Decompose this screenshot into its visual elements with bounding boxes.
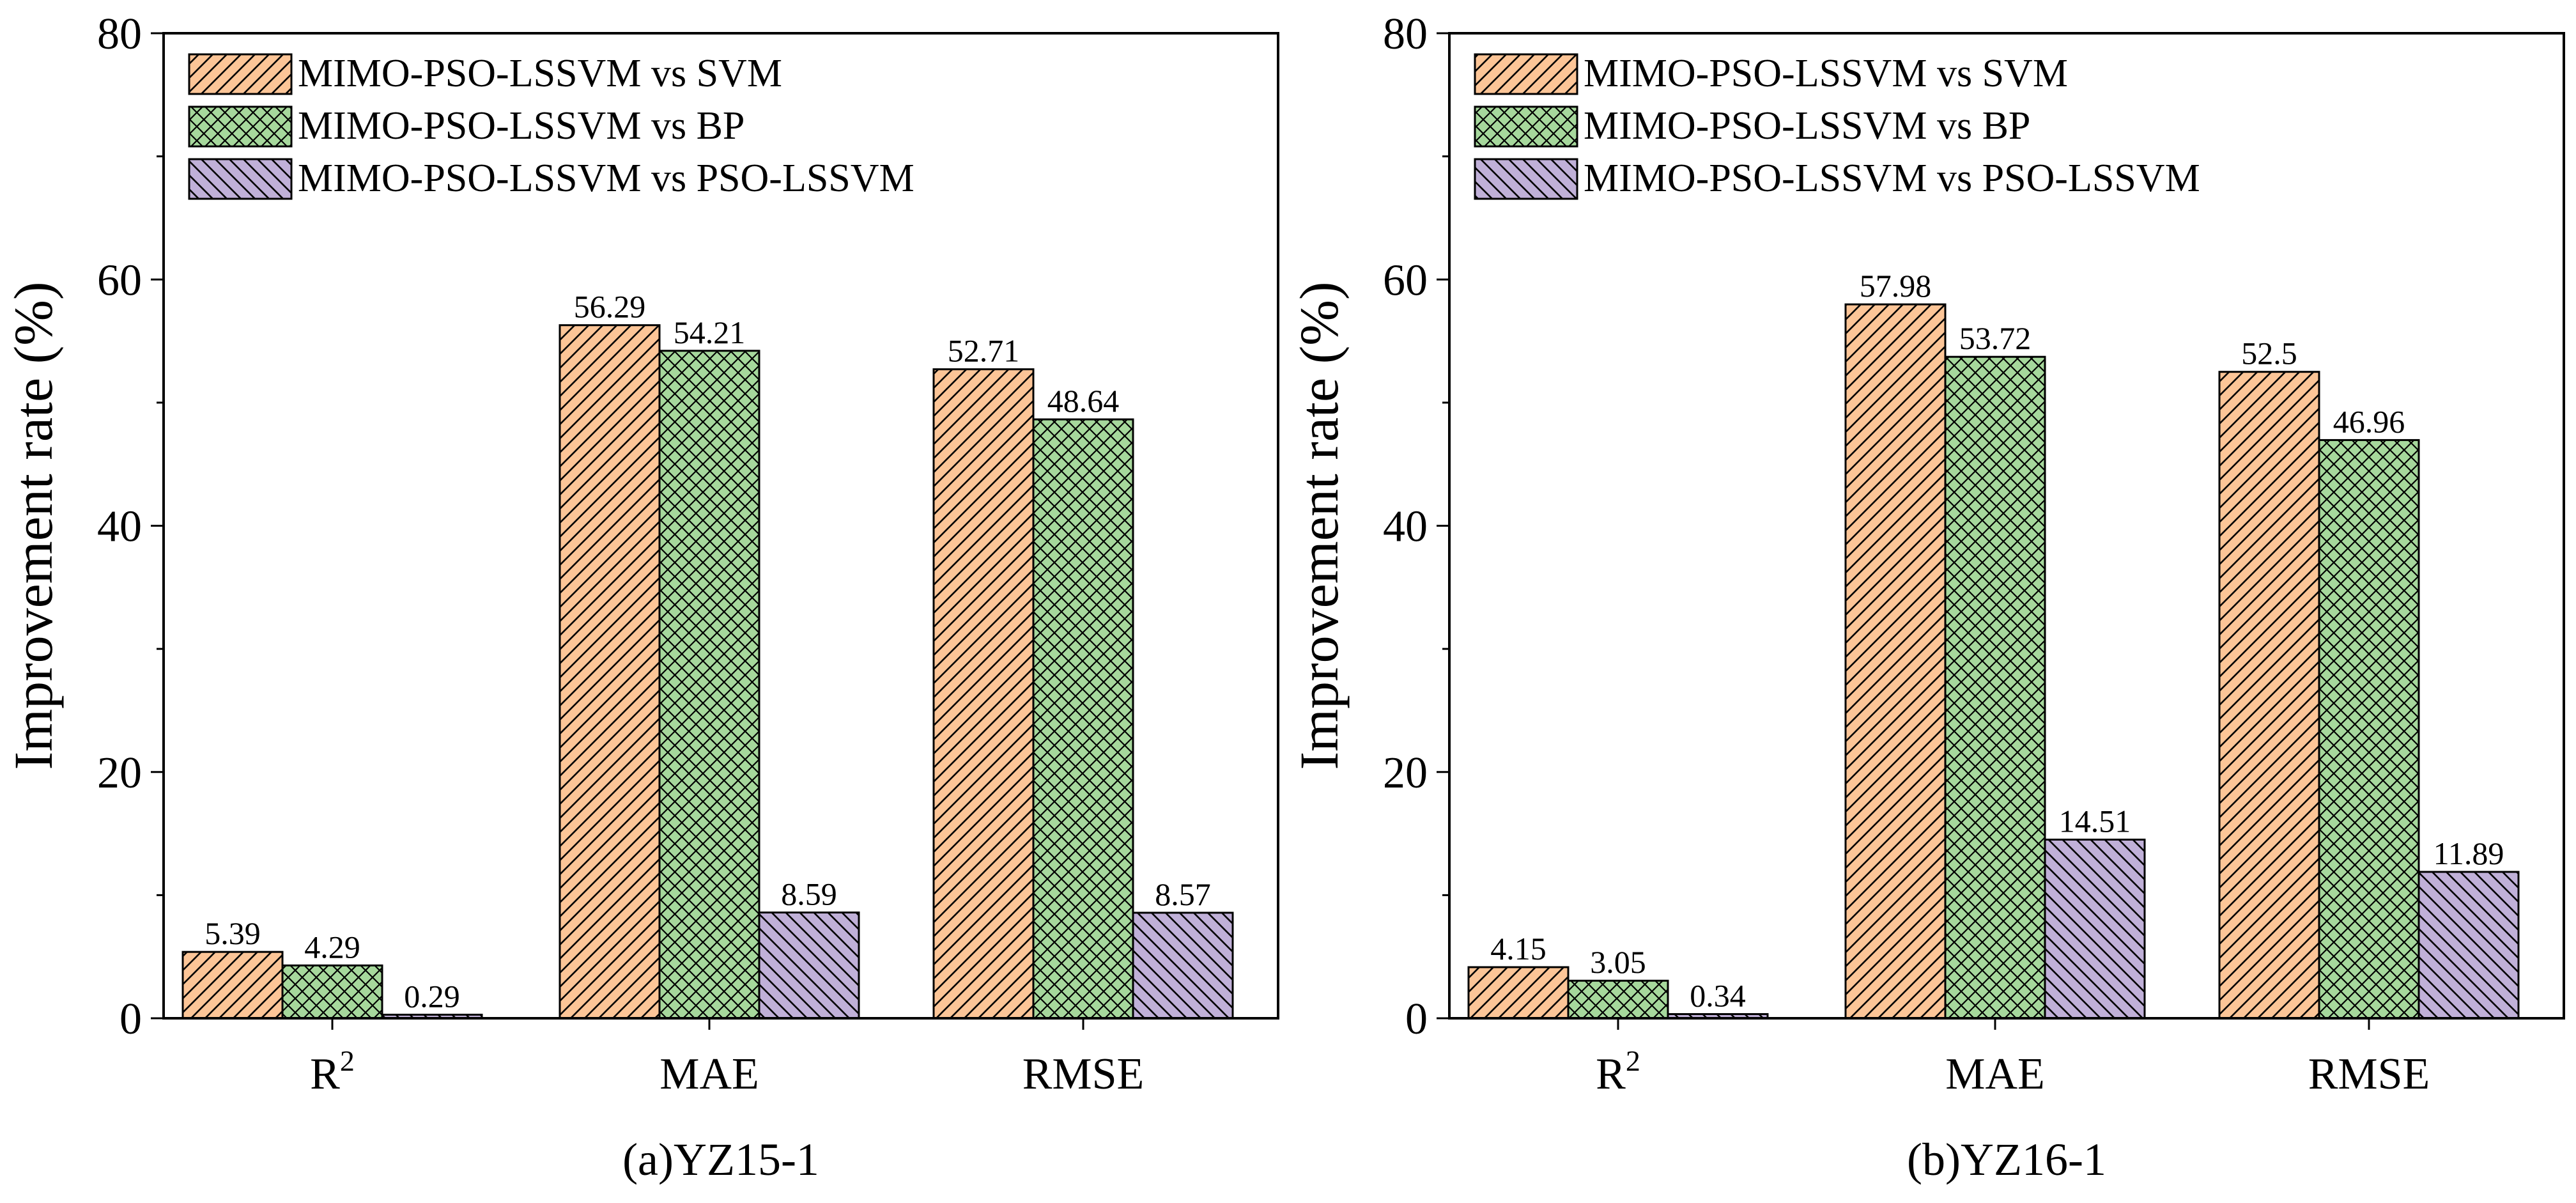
legend-swatch-bp	[1474, 105, 1578, 148]
x-tick-label-text: RMSE	[2308, 1050, 2430, 1099]
bar-svm-r	[181, 951, 284, 1020]
bar-value-label: 52.5	[2241, 336, 2297, 371]
legend-swatch-svm	[1474, 53, 1578, 95]
bar-value-label: 5.39	[204, 915, 261, 951]
y-tick-label: 20	[1383, 749, 1428, 798]
bar-bp-rmse	[1032, 418, 1134, 1020]
bar-svm-r	[1467, 966, 1570, 1020]
bar-value-label: 14.51	[2059, 803, 2131, 839]
bar-value-label: 4.15	[1490, 931, 1546, 966]
x-tick-label-text: MAE	[1945, 1050, 2045, 1099]
bar-bp-mae	[1944, 355, 2046, 1020]
panel-caption: (a)YZ15-1	[622, 1134, 819, 1185]
legend-label-bp: MIMO-PSO-LSSVM vs BP	[298, 104, 744, 148]
bar-bp-r	[281, 964, 383, 1020]
bar-value-label: 3.05	[1590, 944, 1646, 980]
bar-value-label: 56.29	[574, 289, 646, 325]
bar-value-label: 0.34	[1690, 977, 1746, 1013]
legend-swatch-pso	[1474, 158, 1578, 200]
y-tick-label: 80	[97, 10, 142, 59]
bar-value-label: 46.96	[2333, 403, 2405, 439]
legend-label-pso: MIMO-PSO-LSSVM vs PSO-LSSVM	[298, 157, 914, 200]
bar-pso-mae	[758, 912, 860, 1020]
legend-swatch-svm	[188, 53, 293, 95]
chart-panel-2: 4.15 3.05 0.34 R2 57.98 53.72 14.51 MAE 52.5 46.9…	[1288, 10, 2565, 1185]
legend-label-svm: MIMO-PSO-LSSVM vs SVM	[298, 52, 782, 95]
bar-pso-mae	[2044, 839, 2146, 1020]
legend: MIMO-PSO-LSSVM vs SVM MIMO-PSO-LSSVM vs B…	[188, 52, 914, 200]
x-tick-label: MAE	[1945, 1050, 2045, 1099]
legend-swatch-pso	[188, 158, 293, 200]
x-tick-label-text: R	[1596, 1050, 1626, 1099]
bar-pso-rmse	[1132, 912, 1234, 1020]
x-tick-label-superscript: 2	[1626, 1044, 1640, 1077]
y-axis-label: Improvement rate (%)	[1288, 281, 1350, 770]
y-tick-label: 20	[97, 749, 142, 798]
y-tick-label: 0	[120, 995, 142, 1044]
panel-caption: (b)YZ16-1	[1907, 1134, 2106, 1185]
x-tick-label: R2	[310, 1044, 355, 1099]
y-tick-label: 80	[1383, 10, 1428, 59]
x-tick-label-superscript: 2	[340, 1044, 355, 1077]
legend: MIMO-PSO-LSSVM vs SVM MIMO-PSO-LSSVM vs B…	[1474, 52, 2200, 200]
y-tick-label: 60	[1383, 256, 1428, 305]
legend-label-pso: MIMO-PSO-LSSVM vs PSO-LSSVM	[1584, 157, 2200, 200]
y-tick-label: 40	[97, 502, 142, 552]
y-tick-label: 60	[97, 256, 142, 305]
bar-value-label: 4.29	[304, 929, 360, 965]
bar-bp-r	[1567, 979, 1669, 1020]
bar-value-label: 48.64	[1047, 383, 1120, 419]
y-tick-label: 0	[1405, 995, 1428, 1044]
bar-pso-rmse	[2418, 871, 2520, 1020]
x-tick-label-text: R	[310, 1050, 340, 1099]
x-tick-label: R2	[1596, 1044, 1640, 1099]
legend-label-bp: MIMO-PSO-LSSVM vs BP	[1584, 104, 2030, 148]
y-tick-label: 40	[1383, 502, 1428, 552]
x-tick-label-text: MAE	[659, 1050, 759, 1099]
bar-bp-mae	[658, 350, 760, 1020]
bar-svm-rmse	[2218, 371, 2320, 1020]
y-axis-label: Improvement rate (%)	[3, 281, 64, 770]
bar-value-label: 52.71	[948, 333, 1020, 369]
chart-panel-1: 5.39 4.29 0.29 R2 56.29 54.21 8.59 MAE 52.71 48.6…	[3, 10, 1279, 1185]
legend-swatch-bp	[188, 105, 293, 148]
bar-value-label: 8.59	[781, 876, 837, 912]
bar-svm-rmse	[932, 368, 1035, 1020]
bar-value-label: 8.57	[1155, 876, 1211, 912]
x-tick-label-text: RMSE	[1022, 1050, 1145, 1099]
bar-value-label: 11.89	[2433, 835, 2504, 871]
bar-svm-mae	[559, 324, 661, 1020]
x-tick-label: MAE	[659, 1050, 759, 1099]
x-tick-label: RMSE	[1022, 1050, 1145, 1099]
bar-svm-mae	[1844, 303, 1947, 1020]
legend-label-svm: MIMO-PSO-LSSVM vs SVM	[1584, 52, 2068, 95]
bar-value-label: 54.21	[674, 314, 746, 350]
bar-bp-rmse	[2318, 439, 2420, 1020]
bar-value-label: 57.98	[1860, 268, 1932, 304]
x-tick-label: RMSE	[2308, 1050, 2430, 1099]
bar-value-label: 0.29	[404, 978, 460, 1014]
bar-value-label: 53.72	[1959, 320, 2032, 356]
